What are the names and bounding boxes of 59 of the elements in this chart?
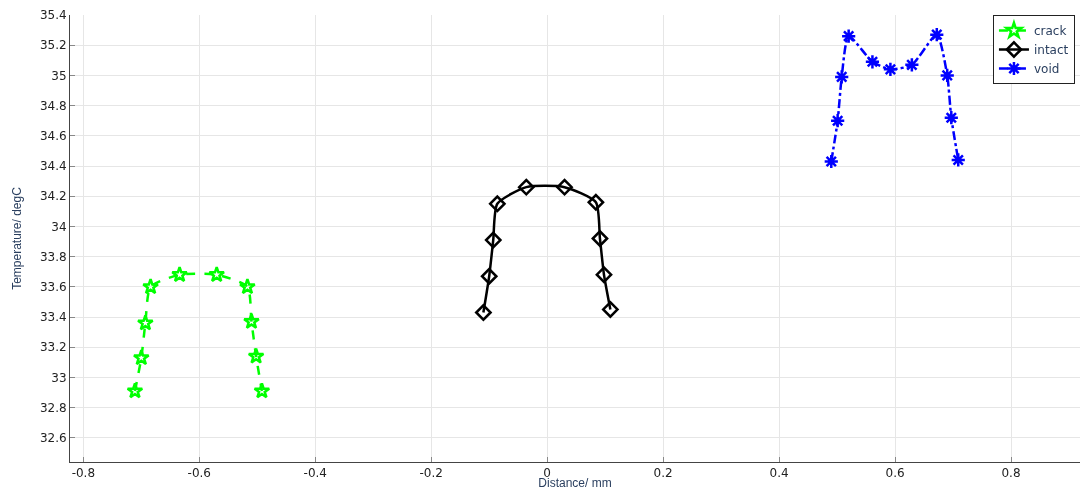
point xyxy=(480,267,498,285)
y-tick-label: 34.2 xyxy=(39,189,67,204)
y-tick-label: 33.2 xyxy=(39,340,67,355)
point xyxy=(488,195,506,213)
x-tick-label: 0.6 xyxy=(885,466,905,481)
point xyxy=(601,301,619,318)
point xyxy=(242,312,261,330)
x-tick-label: -0.8 xyxy=(71,466,96,481)
y-tick-label: 32.6 xyxy=(39,431,67,446)
legend-label: intact xyxy=(1033,43,1069,58)
point xyxy=(595,266,613,284)
point xyxy=(904,56,920,73)
point xyxy=(171,265,189,283)
y-tick-label: 34.8 xyxy=(39,98,67,113)
point xyxy=(591,230,609,247)
x-tick-label: -0.4 xyxy=(303,466,327,481)
y-tick-label: 33.6 xyxy=(39,280,67,295)
y-tick-label: 35 xyxy=(51,68,67,83)
point xyxy=(238,277,256,295)
y-tick-label: 33.8 xyxy=(39,249,67,264)
point xyxy=(829,112,846,129)
x-tick-label: -0.2 xyxy=(419,466,443,481)
point xyxy=(132,348,150,366)
point xyxy=(142,277,160,295)
y-tick-label: 34.6 xyxy=(39,129,67,144)
point xyxy=(840,28,857,44)
y-tick-label: 33.4 xyxy=(39,310,67,325)
point xyxy=(556,178,573,196)
y-tick-label: 33 xyxy=(51,370,67,385)
point xyxy=(474,304,492,321)
point xyxy=(939,67,956,84)
y-tick-label: 34.4 xyxy=(39,159,67,174)
point xyxy=(208,265,226,283)
point xyxy=(928,26,945,43)
point xyxy=(136,314,154,331)
point xyxy=(864,53,881,70)
point xyxy=(950,152,967,168)
y-tick-label: 32.8 xyxy=(39,400,67,415)
point xyxy=(823,153,840,170)
y-tick-label: 35.4 xyxy=(39,8,67,23)
x-tick-label: -0.6 xyxy=(187,466,211,481)
point xyxy=(587,193,605,211)
legend-label: void xyxy=(1033,62,1060,77)
point xyxy=(247,347,265,364)
point xyxy=(517,178,535,196)
y-axis-title: Temperature/ degC xyxy=(10,186,25,290)
point xyxy=(126,382,144,399)
x-tick-label: 0.8 xyxy=(1001,466,1021,481)
point xyxy=(253,382,271,399)
x-axis-title: Distance/ mm xyxy=(538,476,612,490)
legend-label: crack xyxy=(1033,24,1067,39)
point xyxy=(484,231,502,249)
x-tick-label: 0.4 xyxy=(769,466,789,481)
x-tick-label: 0.2 xyxy=(653,466,673,481)
point xyxy=(833,69,850,85)
point xyxy=(943,109,960,126)
point xyxy=(882,61,899,78)
y-tick-label: 35.2 xyxy=(39,38,67,53)
y-tick-label: 34 xyxy=(51,219,67,234)
